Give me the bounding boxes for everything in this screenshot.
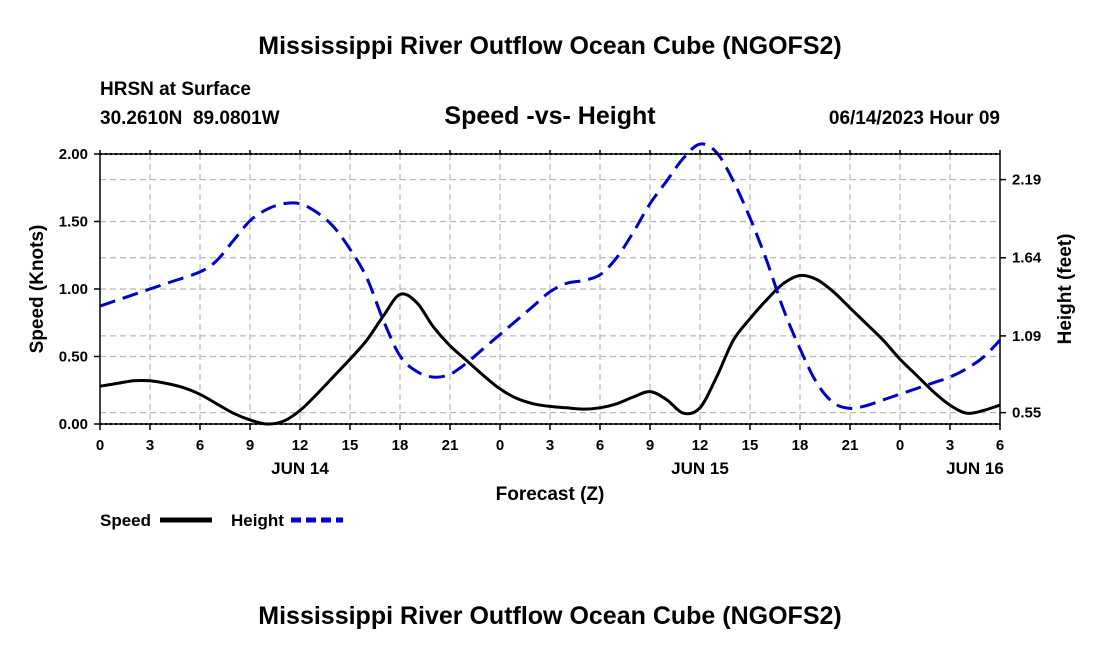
y-right-tick-label: 1.09 (1012, 328, 1041, 345)
x-tick-label: 3 (946, 437, 954, 454)
timestamp-label: 06/14/2023 Hour 09 (829, 108, 1000, 129)
y-left-tick-label: 1.00 (59, 281, 88, 298)
x-tick-label: 21 (442, 437, 459, 454)
x-tick-label: 18 (392, 437, 409, 454)
x-tick-label: 12 (692, 437, 709, 454)
speed-series-line (99, 273, 1001, 426)
height-series-line (99, 142, 1002, 410)
chart-title: Mississippi River Outflow Ocean Cube (NG… (258, 32, 841, 60)
x-tick-label: 3 (546, 437, 554, 454)
legend-height-label: Height (231, 511, 284, 530)
series-layer (99, 142, 1002, 426)
y-left-tick-label: 0.00 (59, 416, 88, 433)
station-label: HRSN at Surface (100, 79, 251, 100)
x-tick-label: 0 (896, 437, 904, 454)
y-right-tick-label: 2.19 (1012, 172, 1041, 189)
y-axis-left-label: Speed (Knots) (27, 225, 48, 354)
legend-speed-label: Speed (100, 511, 151, 530)
x-tick-label: 6 (196, 437, 204, 454)
x-axis-label: Forecast (Z) (496, 484, 605, 505)
x-tick-label: 3 (146, 437, 154, 454)
footer-title: Mississippi River Outflow Ocean Cube (NG… (258, 602, 841, 630)
date-label: JUN 14 (271, 459, 329, 478)
x-tick-label: 21 (842, 437, 859, 454)
x-tick-label: 9 (246, 437, 254, 454)
x-tick-label: 9 (646, 437, 654, 454)
date-label: JUN 15 (671, 459, 729, 478)
x-tick-label: 6 (996, 437, 1004, 454)
x-tick-label: 6 (596, 437, 604, 454)
x-tick-label: 18 (792, 437, 809, 454)
x-tick-label: 0 (96, 437, 104, 454)
y-left-tick-label: 0.50 (59, 349, 88, 366)
x-tick-label: 15 (742, 437, 759, 454)
y-left-tick-label: 1.50 (59, 214, 88, 231)
date-label: JUN 16 (946, 459, 1004, 478)
y-right-tick-label: 0.55 (1012, 405, 1041, 422)
y-left-tick-label: 2.00 (59, 146, 88, 163)
x-tick-label: 15 (342, 437, 359, 454)
y-axis-right-label: Height (feet) (1055, 234, 1076, 345)
axes-layer: 0 3 6 9 12 15 18 21 0 3 6 9 12 15 18 21 0 3 6 JUN 14 JUN 15 J… (59, 146, 1042, 478)
chart-subtitle: Speed -vs- Height (444, 102, 656, 130)
x-tick-label: 0 (496, 437, 504, 454)
grid-lines (100, 154, 1000, 424)
x-tick-label: 12 (292, 437, 309, 454)
y-right-tick-label: 1.64 (1012, 250, 1042, 267)
location-label: 30.2610N 89.0801W (100, 108, 280, 129)
